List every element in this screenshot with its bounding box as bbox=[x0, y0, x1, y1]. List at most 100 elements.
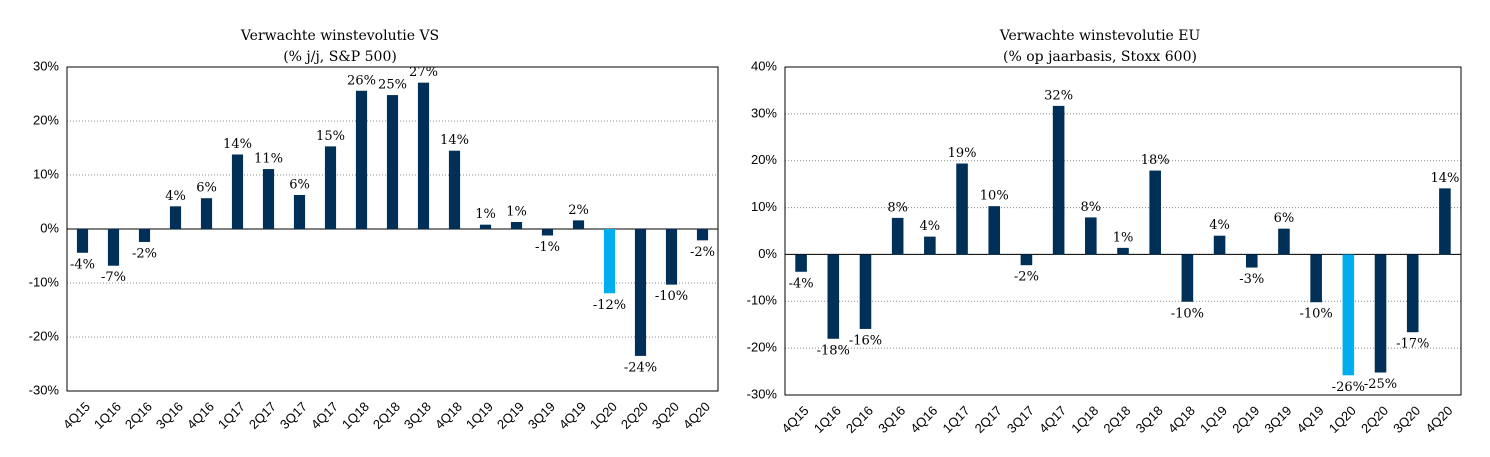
x-tick-label: 4Q17 bbox=[1036, 403, 1069, 436]
y-tick-label: 40% bbox=[751, 58, 777, 73]
y-tick-label: 0% bbox=[40, 220, 59, 235]
x-tick-label: 3Q18 bbox=[401, 399, 434, 432]
bar bbox=[924, 236, 936, 255]
bar bbox=[200, 198, 213, 229]
bar bbox=[417, 82, 430, 229]
data-label: -26% bbox=[1332, 380, 1365, 395]
data-label: 10% bbox=[980, 189, 1009, 204]
data-label: 19% bbox=[948, 146, 977, 161]
data-label: 26% bbox=[347, 73, 376, 88]
data-label: 15% bbox=[316, 129, 345, 144]
bar bbox=[262, 169, 275, 229]
data-label: 6% bbox=[196, 181, 217, 196]
data-label: 18% bbox=[1141, 153, 1170, 168]
bar bbox=[1245, 254, 1258, 268]
x-tick-label: 3Q17 bbox=[277, 399, 310, 432]
bar bbox=[510, 221, 523, 229]
bar bbox=[1374, 254, 1387, 373]
data-label: -12% bbox=[593, 298, 626, 313]
data-label: -7% bbox=[101, 270, 126, 285]
y-tick-label: 20% bbox=[33, 112, 59, 127]
x-tick-label: 1Q18 bbox=[1068, 403, 1101, 436]
bar bbox=[1149, 170, 1161, 255]
x-tick-label: 4Q17 bbox=[308, 399, 341, 432]
bar bbox=[231, 154, 244, 229]
bar bbox=[1278, 228, 1290, 255]
bar bbox=[107, 229, 120, 266]
data-label: -4% bbox=[789, 276, 814, 291]
chart-subtitle: (% op jaarbasis, Stoxx 600) bbox=[1003, 49, 1197, 65]
data-label: -10% bbox=[1171, 306, 1204, 321]
y-tick-label: 20% bbox=[751, 152, 777, 167]
data-label: -16% bbox=[849, 333, 882, 348]
x-tick-label: 1Q20 bbox=[1326, 403, 1359, 436]
x-tick-label: 4Q19 bbox=[556, 399, 589, 432]
bar bbox=[827, 254, 840, 339]
x-tick-label: 2Q19 bbox=[1229, 403, 1262, 436]
bar bbox=[859, 254, 872, 329]
y-tick-label: -30% bbox=[29, 382, 60, 397]
x-tick-label: 4Q18 bbox=[432, 399, 465, 432]
data-label: 14% bbox=[440, 133, 469, 148]
bar bbox=[1342, 254, 1355, 376]
data-label: -4% bbox=[70, 257, 95, 272]
bar bbox=[988, 206, 1001, 255]
bar bbox=[1181, 254, 1194, 302]
data-label: 1% bbox=[475, 207, 496, 222]
x-tick-label: 1Q18 bbox=[339, 399, 372, 432]
bar bbox=[293, 194, 306, 229]
y-tick-label: -20% bbox=[29, 328, 60, 343]
data-label: 6% bbox=[1274, 211, 1295, 226]
data-label: 32% bbox=[1044, 88, 1073, 103]
bar bbox=[891, 217, 904, 255]
data-label: -2% bbox=[690, 245, 715, 260]
x-tick-label: 1Q17 bbox=[939, 403, 972, 436]
x-tick-label: 1Q19 bbox=[1197, 403, 1230, 436]
bar bbox=[795, 254, 807, 272]
x-tick-label: 4Q16 bbox=[907, 403, 940, 436]
bar bbox=[324, 146, 337, 229]
data-label: -17% bbox=[1396, 337, 1429, 352]
x-tick-label: 4Q20 bbox=[680, 399, 713, 432]
bar bbox=[138, 229, 151, 242]
data-label: 27% bbox=[409, 65, 438, 80]
bar bbox=[1052, 105, 1065, 255]
x-tick-label: 3Q17 bbox=[1004, 403, 1037, 436]
x-tick-label: 4Q18 bbox=[1165, 403, 1198, 436]
bar bbox=[603, 229, 616, 294]
data-label: 2% bbox=[568, 203, 589, 218]
y-tick-label: -30% bbox=[747, 386, 778, 401]
bar bbox=[355, 90, 368, 229]
data-label: 4% bbox=[920, 219, 941, 234]
x-tick-label: 2Q18 bbox=[370, 399, 403, 432]
bar bbox=[541, 229, 554, 236]
data-label: -18% bbox=[817, 343, 850, 358]
y-tick-label: 0% bbox=[758, 246, 777, 261]
data-label: 4% bbox=[1209, 218, 1230, 233]
x-tick-label: 2Q16 bbox=[843, 403, 876, 436]
data-label: -10% bbox=[655, 289, 688, 304]
bar bbox=[956, 163, 968, 255]
x-tick-label: 3Q18 bbox=[1133, 403, 1166, 436]
data-label: -1% bbox=[535, 240, 560, 255]
x-tick-label: 4Q15 bbox=[779, 403, 812, 436]
plot-frame bbox=[784, 66, 1462, 396]
data-label: -24% bbox=[624, 360, 657, 375]
data-label: -2% bbox=[132, 246, 157, 261]
bar bbox=[169, 206, 182, 229]
x-tick-label: 2Q18 bbox=[1100, 403, 1133, 436]
x-tick-label: 2Q17 bbox=[246, 399, 279, 432]
x-tick-label: 3Q20 bbox=[1390, 403, 1423, 436]
chart-title: Verwachte winstevolutie EU bbox=[999, 28, 1201, 44]
data-label: -10% bbox=[1299, 307, 1332, 322]
data-label: 1% bbox=[1113, 230, 1134, 245]
y-tick-label: 30% bbox=[751, 105, 777, 120]
y-tick-label: -10% bbox=[747, 293, 778, 308]
bar bbox=[572, 220, 585, 229]
x-tick-label: 4Q19 bbox=[1294, 403, 1327, 436]
x-tick-label: 4Q15 bbox=[60, 399, 93, 432]
x-tick-label: 4Q20 bbox=[1422, 403, 1455, 436]
bar bbox=[1310, 254, 1322, 303]
y-tick-label: 30% bbox=[33, 58, 59, 73]
